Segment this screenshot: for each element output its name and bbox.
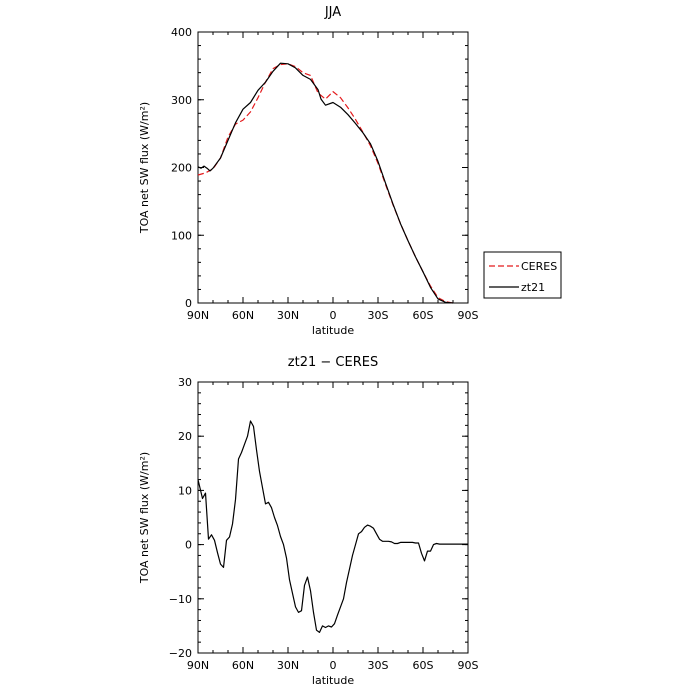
y-tick-label: 400 xyxy=(171,26,192,39)
y-tick-label: −10 xyxy=(169,593,192,606)
plot-frame xyxy=(197,381,469,654)
series-line-zt21 xyxy=(197,62,454,304)
x-tick-label: 30S xyxy=(368,309,389,322)
x-tick-label: 0 xyxy=(330,659,337,672)
x-axis-label: latitude xyxy=(312,324,354,337)
bottom-panel: 90N 60N 30N 0 30S 60S 90S −20 −10 0 10 20 30 zt21 − C… xyxy=(138,355,479,687)
y-tick-label: −20 xyxy=(169,647,192,660)
x-tick-label: 0 xyxy=(330,309,337,322)
y-axis-label: TOA net SW flux (W/m²) xyxy=(138,452,151,584)
legend-label-zt21: zt21 xyxy=(521,281,545,294)
x-tick-label: 90S xyxy=(458,309,479,322)
y-tick-label: 30 xyxy=(178,376,192,389)
x-tick-label: 60S xyxy=(413,659,434,672)
x-tick-label: 60N xyxy=(232,309,254,322)
y-axis-label: TOA net SW flux (W/m²) xyxy=(138,102,151,234)
legend-label-ceres: CERES xyxy=(521,260,557,273)
series-line-ceres xyxy=(197,63,454,304)
x-axis-label: latitude xyxy=(312,674,354,687)
y-tick-label: 300 xyxy=(171,94,192,107)
x-tick-label: 90N xyxy=(187,309,209,322)
y-tick-label: 20 xyxy=(178,430,192,443)
x-tick-label: 30N xyxy=(277,659,299,672)
chart-title: JJA xyxy=(324,5,341,20)
plot-frame xyxy=(197,31,469,304)
x-tick-label: 60S xyxy=(413,309,434,322)
y-tick-label: 0 xyxy=(185,297,192,310)
top-panel: 90N 60N 30N 0 30S 60S 90S 0 100 200 300 400 JJA latit… xyxy=(138,5,479,337)
y-tick-label: 0 xyxy=(185,539,192,552)
x-tick-label: 60N xyxy=(232,659,254,672)
legend-box xyxy=(483,251,562,299)
x-tick-label: 30S xyxy=(368,659,389,672)
x-tick-label: 90S xyxy=(458,659,479,672)
x-tick-label: 30N xyxy=(277,309,299,322)
legend: CERES zt21 xyxy=(483,251,562,299)
x-tick-label: 90N xyxy=(187,659,209,672)
y-tick-label: 10 xyxy=(178,484,192,497)
y-tick-label: 100 xyxy=(171,229,192,242)
series-line-zt21 xyxy=(197,420,468,634)
chart-title: zt21 − CERES xyxy=(288,355,378,370)
y-tick-label: 200 xyxy=(171,162,192,175)
